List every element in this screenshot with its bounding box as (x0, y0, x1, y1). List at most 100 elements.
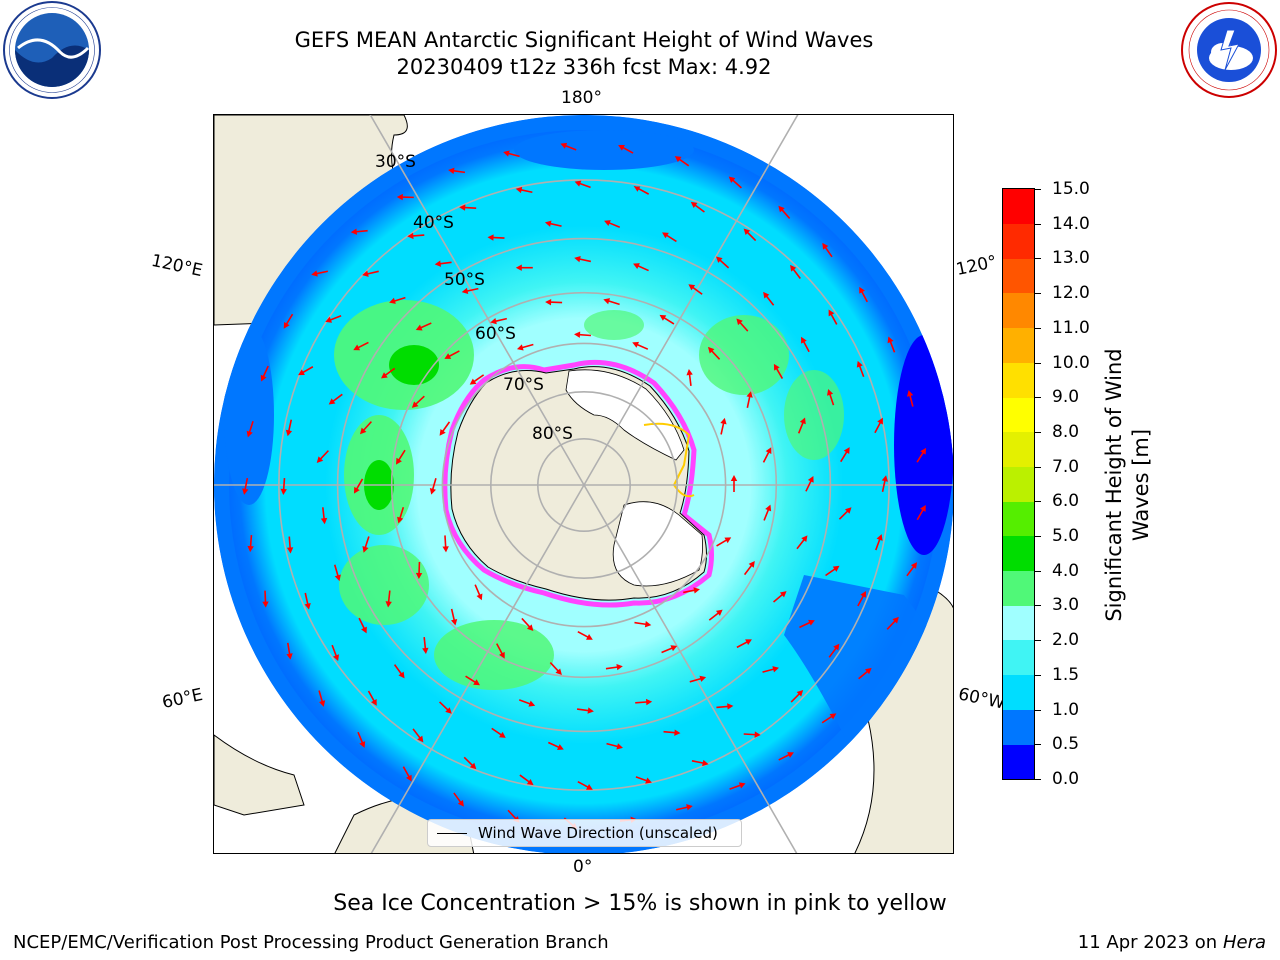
wave-direction-arrow (716, 703, 734, 710)
wave-direction-arrow (448, 167, 466, 175)
wave-direction-arrow (491, 727, 506, 738)
wave-direction-arrow (362, 270, 379, 277)
wave-direction-arrow (358, 617, 367, 634)
wave-direction-arrow (545, 298, 563, 306)
wave-direction-arrow (311, 270, 329, 277)
colorbar-segment (1003, 362, 1034, 398)
wave-direction-arrow (708, 609, 723, 621)
wave-direction-arrow (577, 631, 593, 640)
wave-direction-arrow (736, 639, 752, 649)
colorbar-segment (1003, 536, 1034, 572)
meridian-line (369, 115, 585, 486)
wave-direction-arrow (801, 336, 810, 353)
wave-direction-arrow (763, 504, 772, 521)
wave-direction-arrow (385, 590, 392, 608)
wave-direction-arrow (333, 564, 341, 582)
wave-direction-arrow (736, 318, 749, 332)
noaa-logo (3, 1, 101, 99)
wave-direction-arrow (577, 781, 593, 790)
wave-direction-arrow (661, 645, 678, 654)
wave-direction-arrow (422, 637, 429, 655)
producer-credit: NCEP/EMC/Verification Post Processing Pr… (13, 932, 609, 953)
wave-direction-arrow (663, 729, 681, 736)
wave-direction-arrow (633, 186, 650, 195)
colorbar-segment (1003, 293, 1034, 329)
sea-ice-note: Sea Ice Concentration > 15% is shown in … (333, 891, 947, 916)
wave-direction-arrow (490, 317, 508, 325)
wave-direction-arrow (778, 205, 791, 219)
wave-direction-arrow (828, 643, 840, 658)
lon-label-0: 0° (573, 857, 593, 877)
map-panel (213, 114, 954, 854)
wave-direction-arrow (325, 315, 342, 323)
wave-direction-arrow (450, 608, 458, 626)
wave-direction-arrow (353, 341, 369, 351)
run-date-credit: 11 Apr 2023 on Hera (1078, 932, 1266, 953)
colorbar-tick-label: 2.0 (1052, 630, 1080, 651)
colorbar-tick (1035, 397, 1041, 399)
colorbar-tick (1035, 605, 1041, 607)
wave-direction-arrow (773, 363, 784, 379)
wave-direction-arrow (729, 782, 746, 790)
wave-direction-arrow (720, 417, 727, 435)
lon-label-120e: 120°E (149, 250, 205, 282)
wave-direction-arrow (633, 263, 649, 272)
lat-label-60s: 60°S (475, 324, 516, 344)
wave-direction-arrow (396, 449, 406, 465)
colorbar-tick-label: 4.0 (1052, 560, 1080, 581)
wave-direction-arrow (822, 242, 833, 258)
wave-direction-arrow (487, 234, 505, 241)
wave-direction-arrow (444, 350, 460, 359)
wave-direction-arrow (674, 156, 690, 167)
wave-direction-arrow (381, 367, 396, 379)
wave-direction-arrow (662, 232, 677, 243)
wave-direction-arrow (790, 264, 801, 279)
wave-direction-arrow (367, 690, 377, 706)
wave-direction-arrow (354, 478, 364, 494)
wave-direction-arrow (773, 591, 787, 603)
lat-label-50s: 50°S (444, 270, 485, 290)
colorbar-tick-label: 12.0 (1052, 283, 1090, 304)
legend: Wind Wave Direction (unscaled) (427, 819, 742, 847)
wave-direction-arrow (316, 450, 329, 463)
wave-direction-arrow (465, 675, 480, 686)
wave-direction-arrow (518, 699, 536, 707)
wave-direction-arrow (689, 675, 707, 683)
wave-direction-arrow (618, 144, 634, 154)
wave-direction-arrow (260, 365, 269, 382)
colorbar-segment (1003, 501, 1034, 537)
wave-direction-arrow (821, 713, 837, 724)
colorbar-tick-label: 6.0 (1052, 491, 1080, 512)
wind-wave-direction-arrows (242, 142, 927, 830)
wave-direction-arrow (886, 616, 899, 630)
colorbar-tick-label: 10.0 (1052, 352, 1090, 373)
wave-direction-arrow (707, 346, 721, 360)
wave-direction-arrow (604, 220, 621, 229)
wave-direction-arrow (916, 505, 926, 521)
colorbar-tick (1035, 779, 1041, 780)
wave-direction-arrow (716, 537, 732, 547)
wave-direction-arrow (574, 256, 592, 263)
wave-direction-arrow (762, 666, 779, 673)
wave-direction-arrow (857, 591, 866, 607)
wave-direction-arrow (393, 664, 405, 679)
colorbar-title-line2: Waves [m] (1129, 428, 1153, 542)
wave-direction-arrow (675, 804, 693, 811)
wave-direction-arrow (286, 536, 294, 554)
wave-direction-arrow (686, 368, 693, 386)
wave-direction-arrow (549, 662, 562, 676)
wave-direction-arrow (799, 619, 815, 629)
lon-label-60w: 60°W (956, 684, 1007, 714)
wave-direction-arrow (396, 193, 414, 201)
meridian-line (583, 484, 798, 853)
wave-direction-arrow (881, 475, 888, 493)
lat-label-30s: 30°S (375, 152, 416, 172)
wave-direction-arrow (389, 296, 406, 304)
colorbar-tick (1035, 327, 1041, 329)
wave-direction-arrow (574, 180, 591, 189)
colorbar-segment (1003, 570, 1034, 606)
colorbar-tick-label: 11.0 (1052, 317, 1090, 338)
wave-direction-arrow (603, 298, 620, 306)
colorbar-tick (1035, 293, 1041, 295)
wave-direction-arrow (286, 642, 293, 660)
